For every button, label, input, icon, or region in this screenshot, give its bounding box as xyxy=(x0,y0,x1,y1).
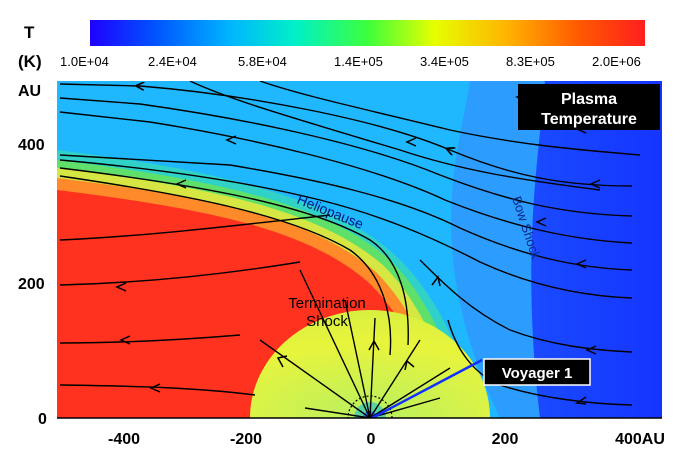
streamline xyxy=(369,317,376,418)
colorbar-tick-label: 1.0E+04 xyxy=(60,54,109,69)
title-line1: Plasma xyxy=(561,91,617,108)
flow-arrow xyxy=(431,275,441,287)
streamline xyxy=(59,111,633,244)
colorbar-tick-labels: 1.0E+04 2.4E+04 5.8E+04 1.4E+05 3.4E+05 … xyxy=(60,54,641,69)
colorbar-tick-label: 2.4E+04 xyxy=(148,54,197,69)
flow-arrow xyxy=(535,217,547,227)
flow-arrow xyxy=(574,396,587,405)
colorbar-tick-label: 2.0E+06 xyxy=(592,54,641,69)
flow-arrow xyxy=(589,179,601,189)
streamline xyxy=(59,334,241,344)
voyager-label-box: Voyager 1 xyxy=(483,358,591,386)
termination-shock-label-line1: Termination xyxy=(288,295,366,312)
streamline xyxy=(59,384,256,396)
voyager-label-bg xyxy=(483,358,591,386)
x-tick-label: -400 xyxy=(108,431,140,448)
streamline xyxy=(59,97,633,217)
streamline xyxy=(344,299,371,418)
colorbar-unit: (K) xyxy=(18,52,42,71)
title-box: Plasma Temperature xyxy=(518,84,660,130)
y-tick-label: 0 xyxy=(38,411,47,428)
streamline xyxy=(189,81,601,191)
flow-arrow xyxy=(119,335,131,345)
streamline xyxy=(59,214,331,241)
y-tick-label: 200 xyxy=(18,276,45,293)
flow-arrow xyxy=(175,179,187,189)
flow-arrow xyxy=(404,359,415,371)
title-line2: Temperature xyxy=(541,111,637,128)
title-box-bg xyxy=(518,84,660,130)
streamline xyxy=(59,167,409,346)
streamline xyxy=(59,175,392,356)
streamline xyxy=(59,154,633,271)
streamline xyxy=(369,339,421,418)
streamline xyxy=(259,339,371,418)
streamline xyxy=(259,81,641,156)
x-tick-label: 200 xyxy=(492,431,519,448)
termination-shock-label-line2: Shock xyxy=(306,313,348,330)
streamline xyxy=(304,407,371,418)
x-tick-label: -200 xyxy=(230,431,262,448)
x-tick-label: 0 xyxy=(367,431,376,448)
flow-arrow xyxy=(575,259,587,269)
streamline xyxy=(369,367,451,418)
flow-arrow xyxy=(368,339,380,351)
flow-arrow xyxy=(149,383,161,393)
colorbar-tick-label: 1.4E+05 xyxy=(334,54,383,69)
supersonic-wind-region xyxy=(250,310,490,418)
streamline xyxy=(59,159,633,299)
voyager-trajectory xyxy=(371,358,483,418)
flow-arrow xyxy=(115,282,127,292)
streamline xyxy=(59,261,301,286)
flow-arrow xyxy=(225,135,237,145)
x-tick-label-last: 400AU xyxy=(615,431,665,448)
streamline xyxy=(299,269,371,418)
streamline xyxy=(369,397,441,418)
flow-arrow xyxy=(276,355,288,368)
streamline xyxy=(59,84,633,187)
colorbar-tick-label: 3.4E+05 xyxy=(420,54,469,69)
streamline xyxy=(419,259,633,353)
y-axis-unit: AU xyxy=(18,83,41,100)
colorbar xyxy=(90,20,645,46)
flow-arrow xyxy=(405,137,417,147)
colorbar-symbol: T xyxy=(24,23,35,42)
voyager-label: Voyager 1 xyxy=(502,365,573,382)
y-tick-label: 400 xyxy=(18,137,45,154)
colorbar-tick-label: 8.3E+05 xyxy=(506,54,555,69)
plot-area xyxy=(57,81,662,418)
colorbar-tick-label: 5.8E+04 xyxy=(238,54,287,69)
flow-arrow xyxy=(585,345,597,355)
